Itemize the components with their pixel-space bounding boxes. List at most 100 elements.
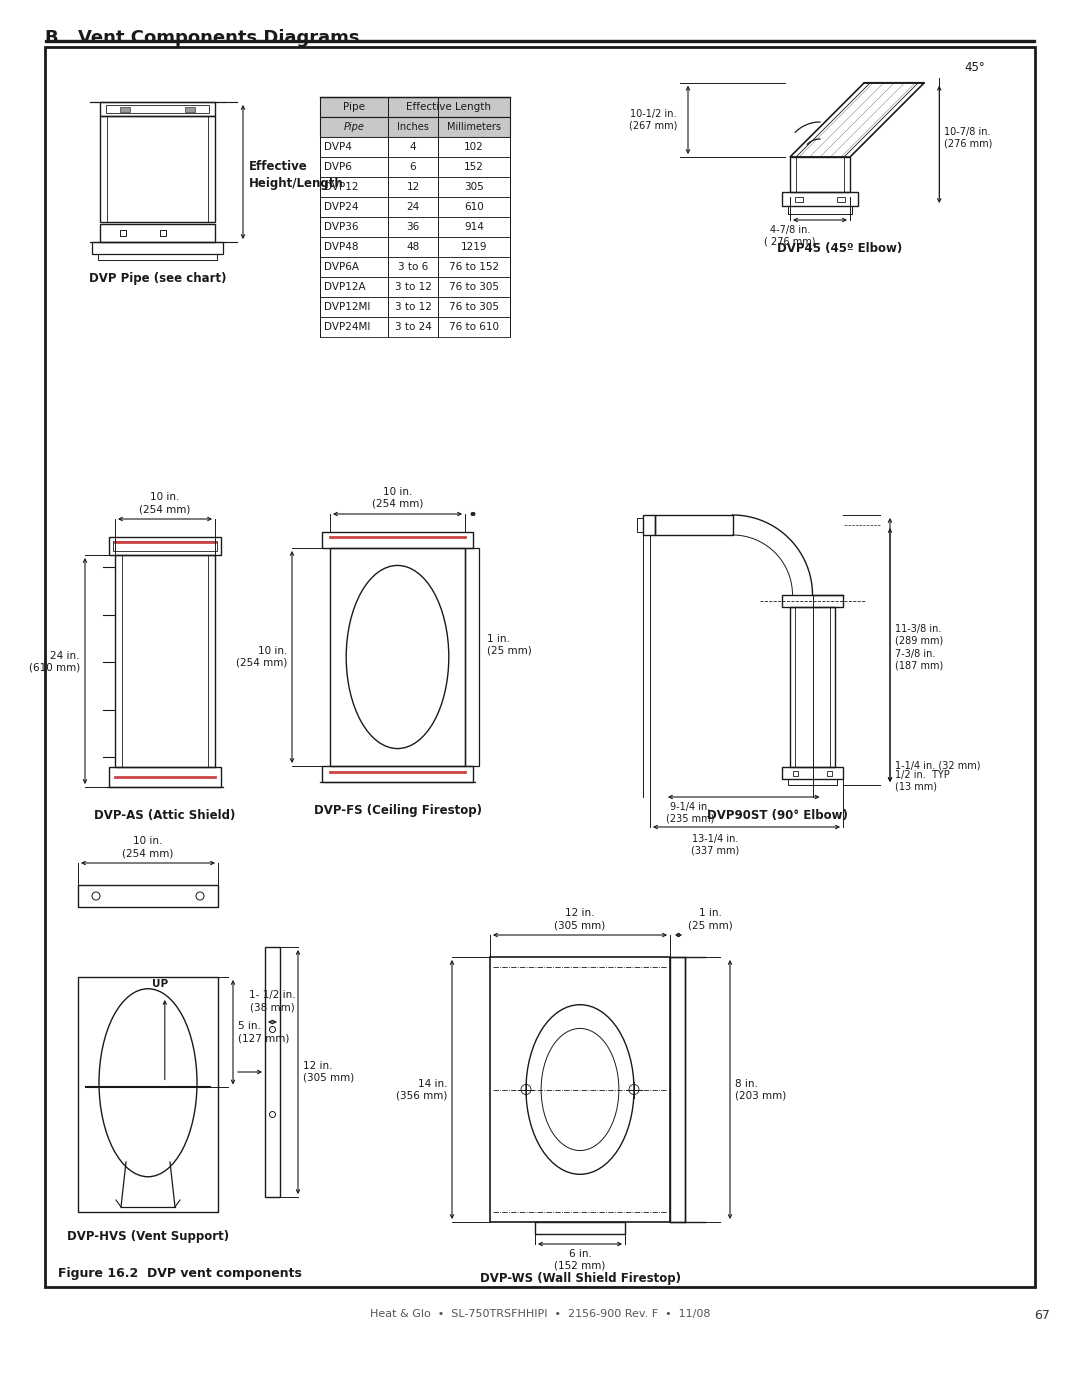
Bar [796,156,843,191]
Text: Inches: Inches [397,122,429,131]
Bar [320,277,510,298]
Bar [106,105,210,113]
Bar [78,886,218,907]
Bar [795,608,831,767]
Text: Heat & Glo  •  SL-750TRSFHHIPI  •  2156-900 Rev. F  •  11/08: Heat & Glo • SL-750TRSFHHIPI • 2156-900 … [369,1309,711,1319]
Text: 10 in.
(254 mm): 10 in. (254 mm) [139,492,191,514]
Text: 45°: 45° [964,61,985,74]
Bar [92,242,222,254]
Text: 3 to 6: 3 to 6 [397,263,428,272]
Bar [320,217,510,237]
Text: 3 to 12: 3 to 12 [394,282,431,292]
Text: Millimeters: Millimeters [447,122,501,131]
Bar [107,116,208,222]
Text: 6: 6 [409,162,416,172]
Text: Effective: Effective [249,159,308,172]
Bar [45,47,1035,1287]
Bar [185,108,195,112]
Text: 76 to 610: 76 to 610 [449,321,499,332]
Text: 10 in.
(254 mm): 10 in. (254 mm) [122,837,174,858]
Bar [782,191,858,205]
Bar [320,237,510,257]
Bar [320,197,510,217]
Text: 76 to 152: 76 to 152 [449,263,499,272]
Bar [827,771,832,775]
Text: DVP-FS (Ceiling Firestop): DVP-FS (Ceiling Firestop) [313,805,482,817]
Text: 12 in.
(305 mm): 12 in. (305 mm) [554,908,606,930]
Text: 8 in.
(203 mm): 8 in. (203 mm) [735,1078,786,1101]
Text: DVP-AS (Attic Shield): DVP-AS (Attic Shield) [94,809,235,821]
Bar [788,205,852,214]
Bar [320,96,510,117]
Text: 305: 305 [464,182,484,191]
Text: DVP6: DVP6 [324,162,352,172]
Text: 914: 914 [464,222,484,232]
Text: 36: 36 [406,222,420,232]
Text: 1-1/4 in. (32 mm): 1-1/4 in. (32 mm) [895,760,981,770]
Bar [122,555,208,767]
Bar [320,156,510,177]
Text: 24: 24 [406,203,420,212]
Text: 3 to 24: 3 to 24 [394,321,431,332]
Text: Figure 16.2  DVP vent components: Figure 16.2 DVP vent components [58,1267,302,1280]
Bar [100,102,215,116]
Text: 10-1/2 in.
(267 mm): 10-1/2 in. (267 mm) [629,109,677,131]
Text: DVP-WS (Wall Shield Firestop): DVP-WS (Wall Shield Firestop) [480,1273,680,1285]
Text: DVP36: DVP36 [324,222,359,232]
Text: 1219: 1219 [461,242,487,251]
Bar [490,957,670,1222]
Bar [45,39,1035,42]
Text: Pipe: Pipe [343,122,364,131]
Text: 9-1/4 in.
(235 mm): 9-1/4 in. (235 mm) [665,802,714,824]
Bar [782,595,843,608]
Bar [120,231,126,236]
Bar [114,555,215,767]
Bar [670,957,685,1222]
Bar [643,515,654,535]
Text: DVP12MI: DVP12MI [324,302,370,312]
Text: 3 to 12: 3 to 12 [394,302,431,312]
Bar [113,541,217,550]
Bar [320,298,510,317]
Text: 24 in.
(610 mm): 24 in. (610 mm) [29,651,80,673]
Bar [322,532,473,548]
Text: 1/2 in.  TYP
(13 mm): 1/2 in. TYP (13 mm) [895,770,949,792]
Text: Pipe: Pipe [343,102,365,112]
Bar [98,254,217,260]
Text: 4-7/8 in.
( 276 mm): 4-7/8 in. ( 276 mm) [765,225,815,247]
Bar [109,767,221,787]
Bar [320,317,510,337]
Text: 67: 67 [1035,1309,1050,1322]
Bar [789,608,835,767]
Bar [160,231,166,236]
Text: 13-1/4 in.
(337 mm): 13-1/4 in. (337 mm) [691,834,739,855]
Text: 12 in.
(305 mm): 12 in. (305 mm) [303,1062,354,1083]
Text: Effective Length: Effective Length [406,102,491,112]
Bar [637,518,643,532]
Text: 1 in.
(25 mm): 1 in. (25 mm) [688,908,732,930]
Text: 7-3/8 in.
(187 mm): 7-3/8 in. (187 mm) [895,650,943,671]
Text: 5 in.
(127 mm): 5 in. (127 mm) [238,1021,289,1044]
Text: DVP6A: DVP6A [324,263,359,272]
Bar [782,767,843,780]
Text: UP: UP [151,979,167,989]
Bar [78,977,218,1213]
Bar [788,780,837,785]
Text: DVP24: DVP24 [324,203,359,212]
Text: DVP Pipe (see chart): DVP Pipe (see chart) [89,272,226,285]
Text: 102: 102 [464,142,484,152]
Bar [100,224,215,242]
Bar [654,515,732,535]
Text: 10-7/8 in.
(276 mm): 10-7/8 in. (276 mm) [944,127,993,148]
Bar [320,177,510,197]
Bar [465,548,480,766]
Bar [330,548,465,766]
Bar [837,197,845,203]
Bar [320,117,510,137]
Bar [535,1222,625,1234]
Text: DVP4: DVP4 [324,142,352,152]
Bar [793,771,798,775]
Text: 48: 48 [406,242,420,251]
Bar [109,536,221,555]
Text: B.  Vent Components Diagrams: B. Vent Components Diagrams [45,29,360,47]
